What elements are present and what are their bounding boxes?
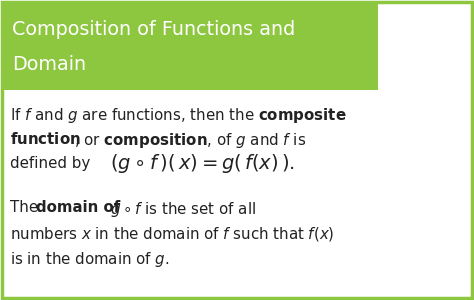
Text: $\mathbf{function}$: $\mathbf{function}$ bbox=[10, 131, 81, 147]
Text: domain of: domain of bbox=[36, 200, 120, 215]
Text: is in the domain of $g$.: is in the domain of $g$. bbox=[10, 250, 169, 269]
Text: $g \circ f$ is the set of all: $g \circ f$ is the set of all bbox=[110, 200, 256, 219]
Text: The: The bbox=[10, 200, 43, 215]
Text: numbers $x$ in the domain of $f$ such that $f(x)$: numbers $x$ in the domain of $f$ such th… bbox=[10, 225, 335, 243]
Text: Domain: Domain bbox=[12, 55, 86, 74]
Text: $( g \circ f\,)(\,x) = g(\,f(x)\,).$: $( g \circ f\,)(\,x) = g(\,f(x)\,).$ bbox=[110, 152, 295, 175]
Text: defined by: defined by bbox=[10, 156, 90, 171]
Text: If $f$ and $g$ are functions, then the $\mathbf{composite}$: If $f$ and $g$ are functions, then the $… bbox=[10, 106, 346, 125]
Text: Composition of Functions and: Composition of Functions and bbox=[12, 20, 295, 39]
Bar bbox=[2, 2, 378, 90]
Text: , or $\mathbf{composition}$, of $g$ and $f$ is: , or $\mathbf{composition}$, of $g$ and … bbox=[74, 131, 306, 150]
